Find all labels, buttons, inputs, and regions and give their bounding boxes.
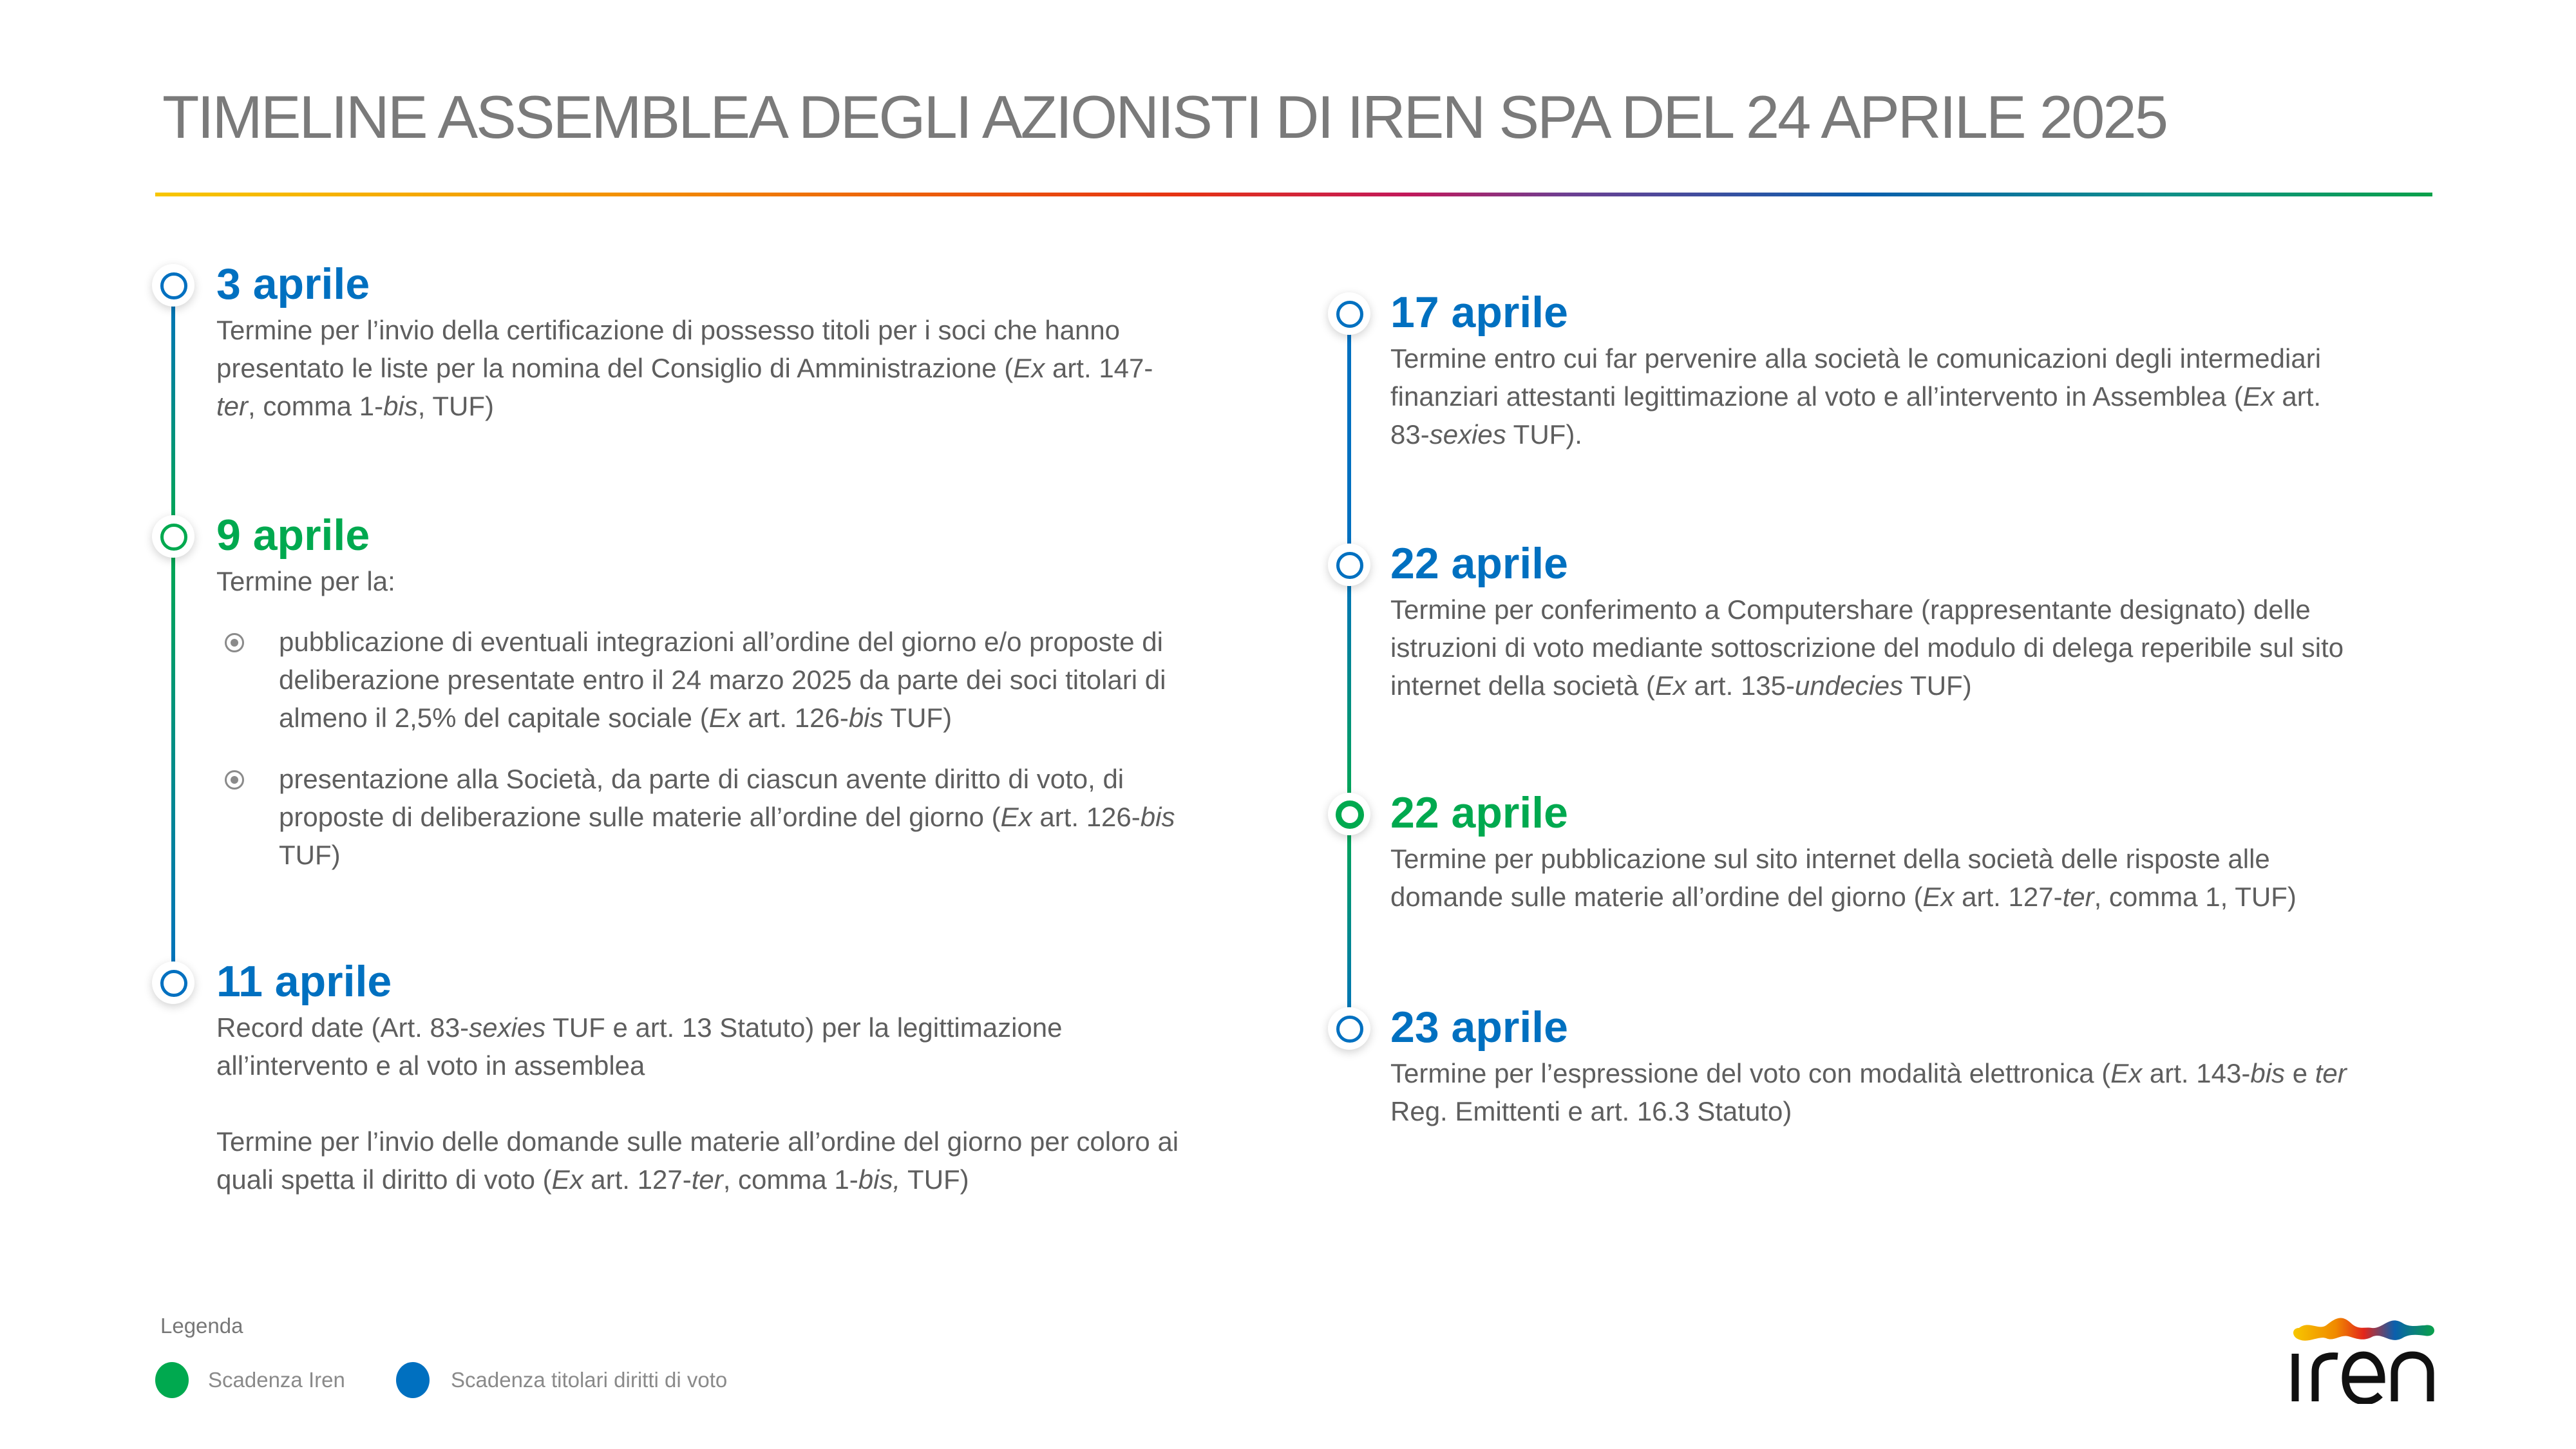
timeline-milestone-icon: [1328, 292, 1370, 335]
milestone-date: 22 aprile: [1390, 539, 1568, 588]
milestone-description: Termine per l’espressione del voto con m…: [1390, 1058, 2347, 1126]
milestone-date: 9 aprile: [216, 511, 370, 560]
legend-label-voters: Scadenza titolari diritti di voto: [451, 1368, 728, 1392]
milestone-date: 22 aprile: [1390, 788, 1568, 837]
milestone-description: Termine entro cui far pervenire alla soc…: [1390, 343, 2322, 450]
bullet-text: pubblicazione di eventuali integrazioni …: [279, 627, 1166, 733]
timeline-connector: [1347, 565, 1351, 814]
milestone-date: 11 aprile: [216, 957, 392, 1006]
timeline-connector: [1347, 814, 1351, 1028]
legend-label-iren: Scadenza Iren: [208, 1368, 345, 1392]
radio-bullet-icon: [225, 633, 244, 652]
timeline-connector: [171, 536, 175, 983]
rainbow-divider: [155, 193, 2432, 196]
page-title: TIMELINE ASSEMBLEA DEGLI AZIONISTI DI IR…: [162, 83, 2168, 151]
timeline-connector: [1347, 314, 1351, 565]
timeline-connector: [171, 285, 175, 536]
timeline-milestone-icon: [1328, 544, 1370, 586]
legend-dot-iren: [155, 1362, 189, 1398]
milestone-description: Termine per conferimento a Computershare…: [1390, 594, 2344, 701]
radio-bullet-icon: [225, 770, 244, 790]
legend-dot-voters: [396, 1362, 430, 1398]
milestone-intro: Termine per la:: [216, 566, 395, 596]
iren-logo: [2291, 1318, 2434, 1404]
legend-title: Legenda: [160, 1314, 243, 1338]
milestone-description: Record date (Art. 83-sexies TUF e art. 1…: [216, 1012, 1179, 1195]
milestone-description: Termine per pubblicazione sul sito inter…: [1390, 844, 2297, 912]
timeline-milestone-icon: [1328, 793, 1370, 835]
timeline-milestone-icon: [152, 961, 194, 1004]
milestone-date: 17 aprile: [1390, 288, 1568, 337]
timeline-milestone-icon: [152, 515, 194, 558]
timeline-milestone-icon: [152, 264, 194, 307]
milestone-date: 3 aprile: [216, 260, 370, 308]
bullet-text: presentazione alla Società, da parte di …: [279, 764, 1175, 870]
timeline-milestone-icon: [1328, 1007, 1370, 1050]
milestone-date: 23 aprile: [1390, 1003, 1568, 1052]
milestone-description: Termine per l’invio della certificazione…: [216, 315, 1153, 421]
